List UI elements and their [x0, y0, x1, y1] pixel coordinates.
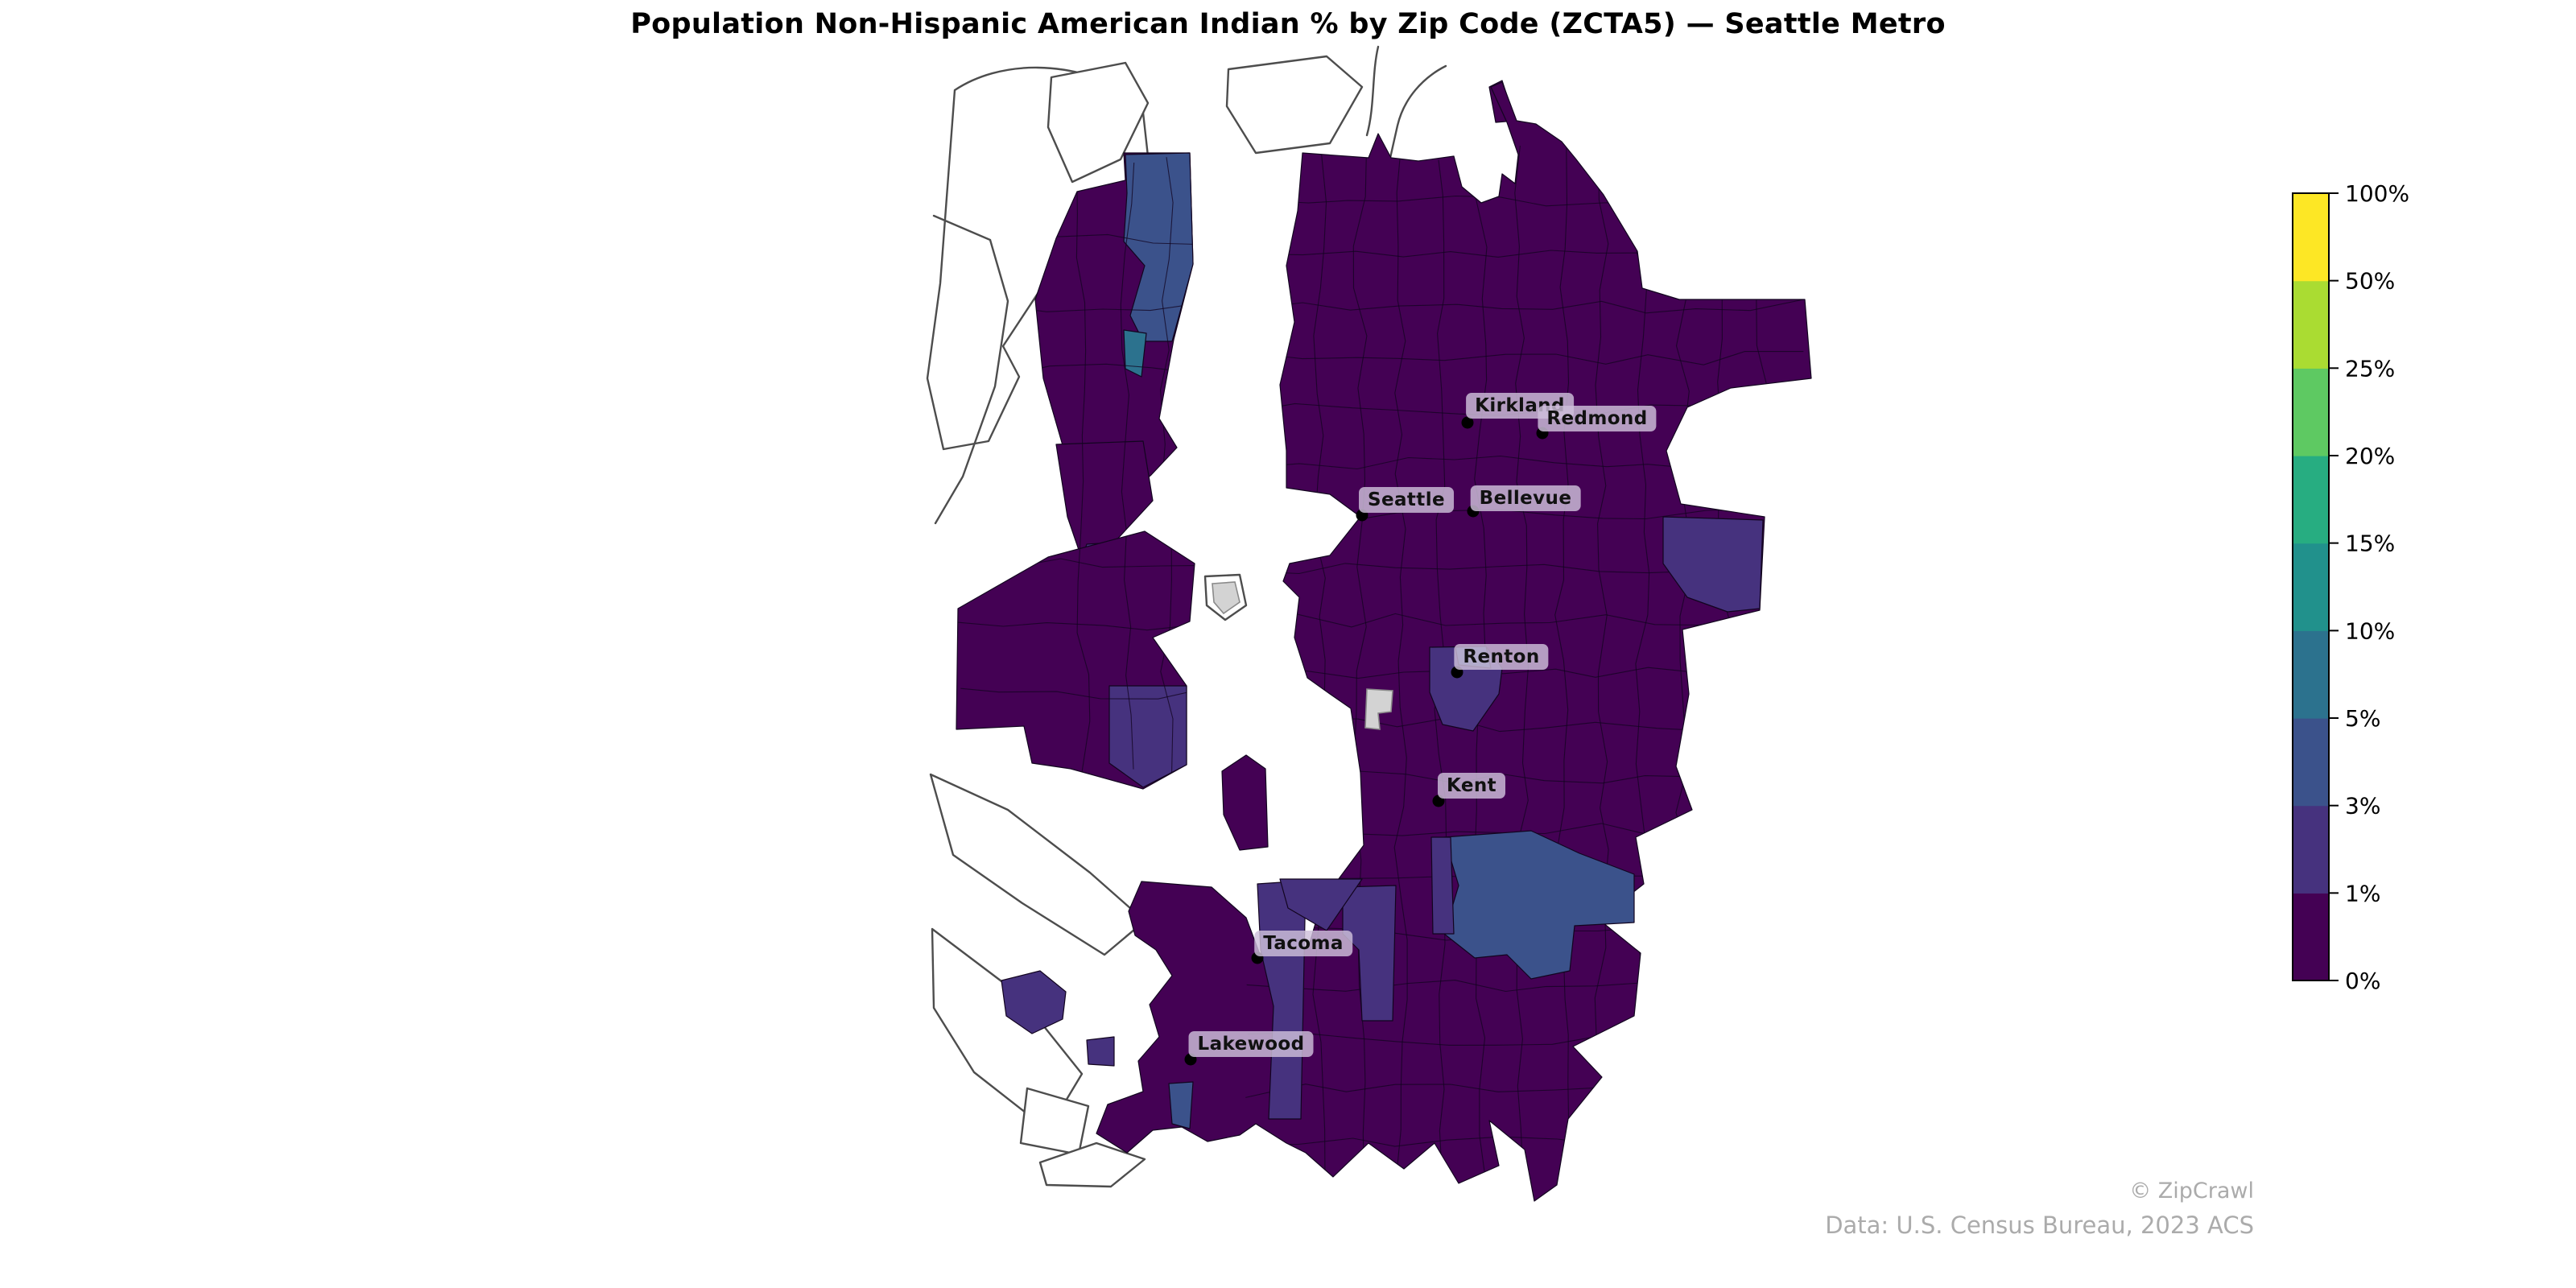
colorbar-tick-label: 15% [2345, 530, 2395, 557]
context-kingston [1046, 61, 1150, 184]
city-label-lakewood: Lakewood [1188, 1031, 1314, 1057]
zcta-boundary [1075, 159, 1091, 773]
city-label-tacoma: Tacoma [1254, 931, 1352, 956]
colorbar-band-20-25% [2293, 368, 2329, 456]
zcta-kitsap-teal-5-10 [1123, 329, 1147, 378]
colorbar-tick-label: 10% [2345, 617, 2395, 644]
zcta-boundary [1249, 351, 1804, 365]
zcta-boundary [1594, 146, 1609, 1183]
colorbar-tick-label: 1% [2345, 880, 2380, 906]
zcta-boundary [1554, 146, 1570, 1179]
colorbar-outline [2292, 192, 2330, 981]
colorbar-band-0-1% [2293, 893, 2329, 981]
zcta-fox-island-1-3 [1001, 970, 1067, 1034]
colorbar-band-25-50% [2293, 280, 2329, 369]
attribution-watermark: © ZipCrawl [2129, 1179, 2254, 1203]
colorbar-tick-label: 5% [2345, 705, 2380, 732]
colorbar-tick-label: 50% [2345, 268, 2395, 295]
zcta-boundary [956, 621, 1201, 631]
zcta-suquamish-3-5 [1123, 152, 1194, 342]
colorbar-band-5-10% [2293, 630, 2329, 719]
zcta-vashon [1221, 754, 1269, 851]
zcta-port-orchard-1-3 [1108, 685, 1187, 788]
zcta-east-bellevue-1-3 [1662, 516, 1764, 613]
city-label-redmond: Redmond [1538, 406, 1657, 431]
city-label-seattle: Seattle [1359, 487, 1454, 513]
context-hood-canal-line [932, 214, 1009, 525]
zcta-boundary [1120, 162, 1135, 770]
context-shore-line-1 [1389, 64, 1447, 159]
city-dot-kirkland [1461, 416, 1474, 429]
colorbar-tick-label: 100% [2345, 180, 2409, 207]
colorbar-band-50-100% [2293, 193, 2329, 282]
colorbar: 0% 1% 3% 5% 10% 15% 20% 25% 50% 100% [2292, 180, 2409, 994]
context-anderson-island [1019, 1087, 1090, 1156]
attribution-source: Data: U.S. Census Bureau, 2023 ACS [1825, 1211, 2254, 1239]
zcta-shore-west-1-3 [1086, 1036, 1115, 1067]
colorbar-tick-label: 0% [2345, 968, 2380, 994]
colorbar-band-1-3% [2293, 805, 2329, 894]
colorbar-band-15-20% [2293, 456, 2329, 544]
zcta-mainland [1096, 81, 1812, 1202]
colorbar-band-3-5% [2293, 718, 2329, 807]
zcta-boundary [1312, 153, 1327, 1179]
zcta-auburn-west-1-3 [1430, 836, 1455, 935]
context-carr-inlet [929, 773, 1146, 956]
zcta-no-data-seatac [1364, 688, 1393, 730]
zcta-regions [956, 80, 1812, 1202]
colorbar-tick-label: 3% [2345, 793, 2380, 819]
context-possession [1225, 55, 1364, 155]
zcta-boundary [960, 687, 1209, 700]
city-label-kent: Kent [1438, 773, 1505, 799]
colorbar-tick-label: 20% [2345, 443, 2395, 469]
zcta-lakewood-south-3-5 [1168, 1081, 1194, 1129]
colorbar-band-10-15% [2293, 543, 2329, 631]
colorbar-tick-label: 25% [2345, 355, 2395, 382]
city-label-renton: Renton [1454, 644, 1549, 670]
zcta-boundary [1393, 151, 1408, 1174]
attribution: © ZipCrawl Data: U.S. Census Bureau, 202… [1825, 1175, 2254, 1243]
city-label-bellevue: Bellevue [1470, 485, 1581, 511]
chart-title: Population Non-Hispanic American Indian … [630, 8, 1946, 40]
context-south-sliver [1038, 1141, 1146, 1188]
zcta-no-data-blake [1212, 581, 1241, 615]
context-shore-line-2 [1365, 45, 1380, 137]
zcta-boundary [1245, 299, 1804, 314]
